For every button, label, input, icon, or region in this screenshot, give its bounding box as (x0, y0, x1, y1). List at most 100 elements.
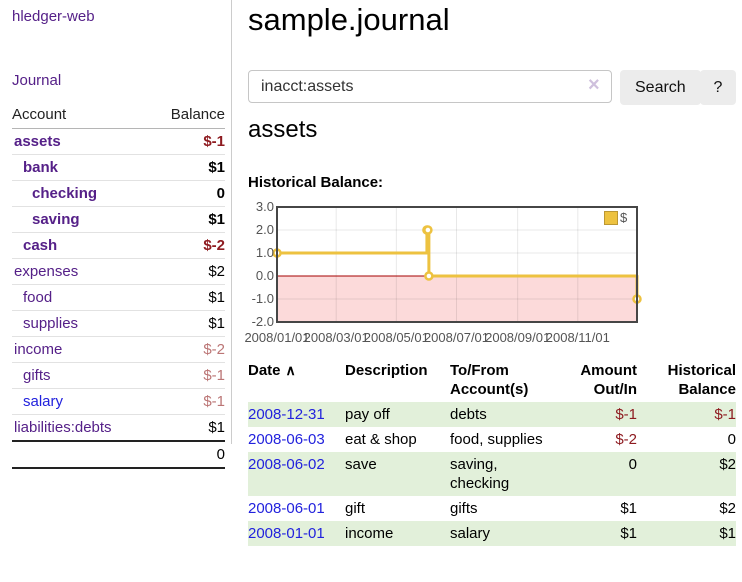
account-link[interactable]: bank (23, 159, 59, 176)
register-rows: 2008-12-31 pay off debts $-1 $-1 2008-06-03 ea… (248, 402, 736, 546)
transaction-amount: $1 (620, 500, 637, 517)
transaction-balance: $2 (719, 456, 736, 473)
sidebar-total-row: 0 (12, 440, 225, 469)
account-balance: $1 (208, 315, 225, 332)
table-row: 2008-12-31 pay off debts $-1 $-1 (248, 402, 736, 427)
accounts-column-header: To/From Account(s) (450, 362, 529, 398)
transaction-accounts: saving, checking (450, 456, 510, 492)
account-balance-table: Account Balance assets $-1 bank $1 checking 0… (12, 102, 225, 469)
y-axis-tick-label: -2.0 (251, 314, 274, 329)
account-balance: 0 (216, 185, 225, 202)
account-balance: $1 (208, 159, 225, 176)
sidebar-account-row: supplies $1 (12, 311, 225, 337)
sidebar-account-row: saving $1 (12, 207, 225, 233)
app-brand-link[interactable]: hledger-web (12, 8, 95, 25)
account-heading: assets (248, 116, 318, 143)
register-header-row: Date ∧ Description To/From Account(s) Amo… (248, 358, 736, 402)
account-balance: $1 (208, 211, 225, 228)
search-bar: × Search ? (248, 70, 736, 105)
table-row: 2008-06-02 save saving, checking 0 $2 (248, 452, 736, 496)
amount-column-header: Amount Out/In (580, 362, 637, 398)
y-axis-tick-label: 1.0 (255, 245, 274, 260)
sidebar-account-row: income $-2 (12, 337, 225, 363)
x-axis-tick-label: 2008/03/01 (303, 330, 369, 345)
transaction-description: pay off (345, 406, 390, 423)
chart-title: Historical Balance: (248, 174, 384, 191)
sidebar-account-row: gifts $-1 (12, 363, 225, 389)
transaction-description: save (345, 456, 377, 473)
sidebar-account-row: assets $-1 (12, 129, 225, 155)
account-link[interactable]: food (23, 289, 53, 306)
transaction-amount: $-1 (615, 406, 637, 423)
transaction-date-link[interactable]: 2008-12-31 (248, 406, 325, 423)
account-balance: $-1 (203, 393, 225, 410)
transaction-amount: $1 (620, 525, 637, 542)
sidebar-item-journal[interactable]: Journal (12, 72, 62, 89)
y-axis-tick-label: -1.0 (251, 291, 274, 306)
sidebar-account-row: salary $-1 (12, 389, 225, 415)
account-balance: $-1 (203, 367, 225, 384)
account-balance: $-2 (203, 237, 225, 254)
register-table: Date ∧ Description To/From Account(s) Amo… (248, 358, 736, 546)
account-balance: $1 (208, 289, 225, 306)
search-button[interactable]: Search (620, 70, 701, 105)
y-axis-tick-label: 0.0 (255, 268, 274, 283)
help-button[interactable]: ? (700, 70, 736, 105)
transaction-amount: 0 (628, 456, 637, 473)
account-balance: $-2 (203, 341, 225, 358)
table-row: 2008-06-03 eat & shop food, supplies $-2 0 (248, 427, 736, 452)
table-row: 2008-06-01 gift gifts $1 $2 (248, 496, 736, 521)
account-link[interactable]: salary (23, 393, 64, 410)
transaction-date-link[interactable]: 2008-06-01 (248, 500, 325, 517)
y-axis-tick-label: 3.0 (255, 199, 274, 214)
account-table-header: Account Balance (12, 102, 225, 129)
x-axis-tick-label: 2008/07/01 (423, 330, 490, 345)
chart-legend: $ (604, 210, 627, 225)
transaction-balance: $-1 (714, 406, 736, 423)
transaction-description: income (345, 525, 394, 542)
transaction-amount: $-2 (615, 431, 637, 448)
account-link[interactable]: liabilities:debts (14, 419, 112, 436)
transaction-balance: $2 (719, 500, 736, 517)
transaction-description: eat & shop (345, 431, 417, 448)
y-axis-tick-label: 2.0 (255, 222, 274, 237)
transaction-date-link[interactable]: 2008-01-01 (248, 525, 325, 542)
account-link[interactable]: assets (14, 133, 61, 150)
account-link[interactable]: checking (32, 185, 98, 202)
balance-column-header: Historical Balance (667, 362, 736, 398)
transaction-accounts: gifts (450, 500, 478, 517)
transaction-balance: 0 (727, 431, 736, 448)
account-balance: $-1 (203, 133, 225, 150)
account-link[interactable]: income (14, 341, 63, 358)
account-link[interactable]: supplies (23, 315, 79, 332)
table-row: 2008-01-01 income salary $1 $1 (248, 521, 736, 546)
transaction-date-link[interactable]: 2008-06-03 (248, 431, 325, 448)
x-axis-tick-label: 2008/05/01 (363, 330, 429, 345)
account-link[interactable]: expenses (14, 263, 79, 280)
account-link[interactable]: cash (23, 237, 58, 254)
description-column-header: Description (345, 362, 428, 379)
account-balance: $1 (208, 419, 225, 436)
transaction-accounts: salary (450, 525, 491, 542)
account-link[interactable]: saving (32, 211, 80, 228)
sidebar-account-row: cash $-2 (12, 233, 225, 259)
sidebar-account-row: expenses $2 (12, 259, 225, 285)
date-column-header[interactable]: Date ∧ (248, 362, 296, 379)
transaction-description: gift (345, 500, 366, 517)
transaction-accounts: food, supplies (450, 431, 543, 448)
sort-ascending-icon: ∧ (285, 362, 296, 378)
sidebar-account-row: food $1 (12, 285, 225, 311)
transaction-date-link[interactable]: 2008-06-02 (248, 456, 325, 473)
chart-canvas (272, 206, 642, 323)
transaction-accounts: debts (450, 406, 487, 423)
balance-column-header: Balance (170, 106, 225, 123)
clear-search-icon[interactable]: × (588, 74, 600, 96)
balance-chart: 3.0 2.0 1.0 0.0 -1.0 -2.0 2008/01/01 2008/03/01… (244, 199, 693, 350)
x-axis-tick-label: 2008/01/01 (244, 330, 310, 345)
account-link[interactable]: gifts (23, 367, 51, 384)
legend-series-label: $ (620, 210, 628, 225)
search-input[interactable] (248, 70, 612, 103)
sidebar-total-value: 0 (216, 446, 225, 463)
account-column-header: Account (12, 106, 67, 123)
sidebar-account-rows: assets $-1 bank $1 checking 0 saving $1 cash $-2 e… (12, 129, 225, 440)
